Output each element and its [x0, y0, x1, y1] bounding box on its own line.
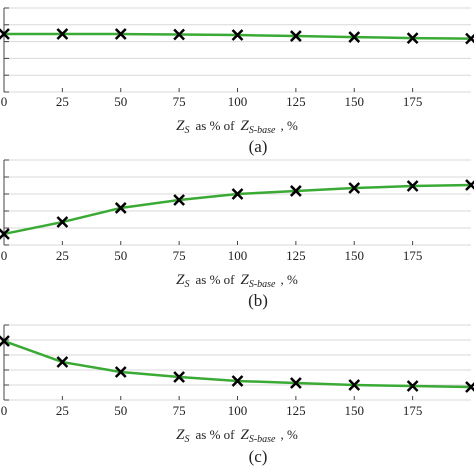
x-label-part: Z	[240, 118, 249, 134]
x-tick-label: 125	[286, 94, 306, 109]
x-label-part: as % of	[195, 272, 235, 287]
x-tick-label: 50	[114, 94, 127, 109]
x-tick-label: 25	[56, 94, 69, 109]
x-label-part: S	[184, 434, 189, 445]
x-tick-label: 75	[173, 94, 186, 109]
x-tick-label: 50	[114, 403, 127, 418]
x-tick-label: 125	[286, 248, 306, 263]
caption: (b)	[248, 291, 268, 310]
x-marker	[289, 185, 302, 197]
x-tick-label: 75	[173, 248, 186, 263]
x-label-part: S	[184, 125, 189, 136]
x-tick-label: 150	[345, 94, 365, 109]
x-marker	[289, 30, 302, 42]
x-marker	[231, 188, 244, 200]
x-label-part: Z	[176, 118, 185, 134]
x-tick-label: 100	[228, 248, 248, 263]
x-marker	[231, 375, 244, 387]
x-tick-label: 175	[403, 94, 423, 109]
x-marker	[0, 28, 10, 40]
x-tick-label: 150	[345, 248, 365, 263]
x-label-part: Z	[240, 427, 249, 443]
x-marker	[114, 366, 127, 378]
x-label-part: , %	[281, 118, 299, 133]
x-tick-label: 150	[345, 403, 365, 418]
x-axis-label: ZS as % of ZS-base, %	[176, 272, 298, 290]
x-marker	[231, 29, 244, 41]
x-axis-label: ZS as % of ZS-base, %	[176, 427, 298, 445]
x-marker	[406, 180, 419, 192]
x-axis-label: ZS as % of ZS-base, %	[176, 118, 298, 136]
x-marker	[465, 381, 474, 393]
x-label-part: as % of	[195, 427, 235, 442]
caption: (a)	[249, 137, 268, 156]
x-tick-label: 0	[1, 403, 8, 418]
x-tick-label: 25	[56, 403, 69, 418]
x-marker	[56, 216, 69, 228]
x-label-part: Z	[240, 272, 249, 288]
x-label-part: S-base	[249, 279, 276, 290]
x-marker	[0, 335, 10, 347]
x-tick-label: 0	[1, 94, 8, 109]
x-marker	[173, 28, 186, 41]
x-label-part: Z	[176, 272, 185, 288]
x-tick-label: 100	[228, 403, 248, 418]
x-marker	[173, 371, 186, 383]
x-tick-label: 175	[403, 248, 423, 263]
x-label-part: Z	[176, 427, 185, 443]
x-marker	[114, 28, 127, 40]
x-marker	[289, 377, 302, 389]
x-label-part: S-base	[249, 434, 276, 445]
x-label-part: as % of	[195, 118, 235, 133]
x-tick-label: 125	[286, 403, 306, 418]
x-marker	[0, 228, 10, 240]
x-tick-label: 50	[114, 248, 127, 263]
x-tick-label: 25	[56, 248, 69, 263]
x-label-part: S-base	[249, 125, 276, 136]
x-tick-label: 0	[1, 248, 8, 263]
x-tick-label: 75	[173, 403, 186, 418]
x-marker	[465, 32, 474, 45]
x-tick-label: 100	[228, 94, 248, 109]
x-label-part: , %	[281, 427, 299, 442]
x-marker	[114, 202, 127, 214]
x-marker	[406, 32, 419, 44]
x-marker	[465, 179, 474, 191]
x-tick-label: 175	[403, 403, 423, 418]
x-label-part: , %	[281, 272, 299, 287]
caption: (c)	[249, 447, 268, 466]
x-marker	[348, 182, 361, 194]
x-marker	[406, 380, 419, 392]
x-marker	[348, 31, 361, 43]
x-marker	[173, 194, 186, 206]
x-marker	[348, 379, 361, 391]
x-label-part: S	[184, 279, 189, 290]
x-marker	[56, 356, 69, 368]
x-marker	[56, 28, 69, 40]
